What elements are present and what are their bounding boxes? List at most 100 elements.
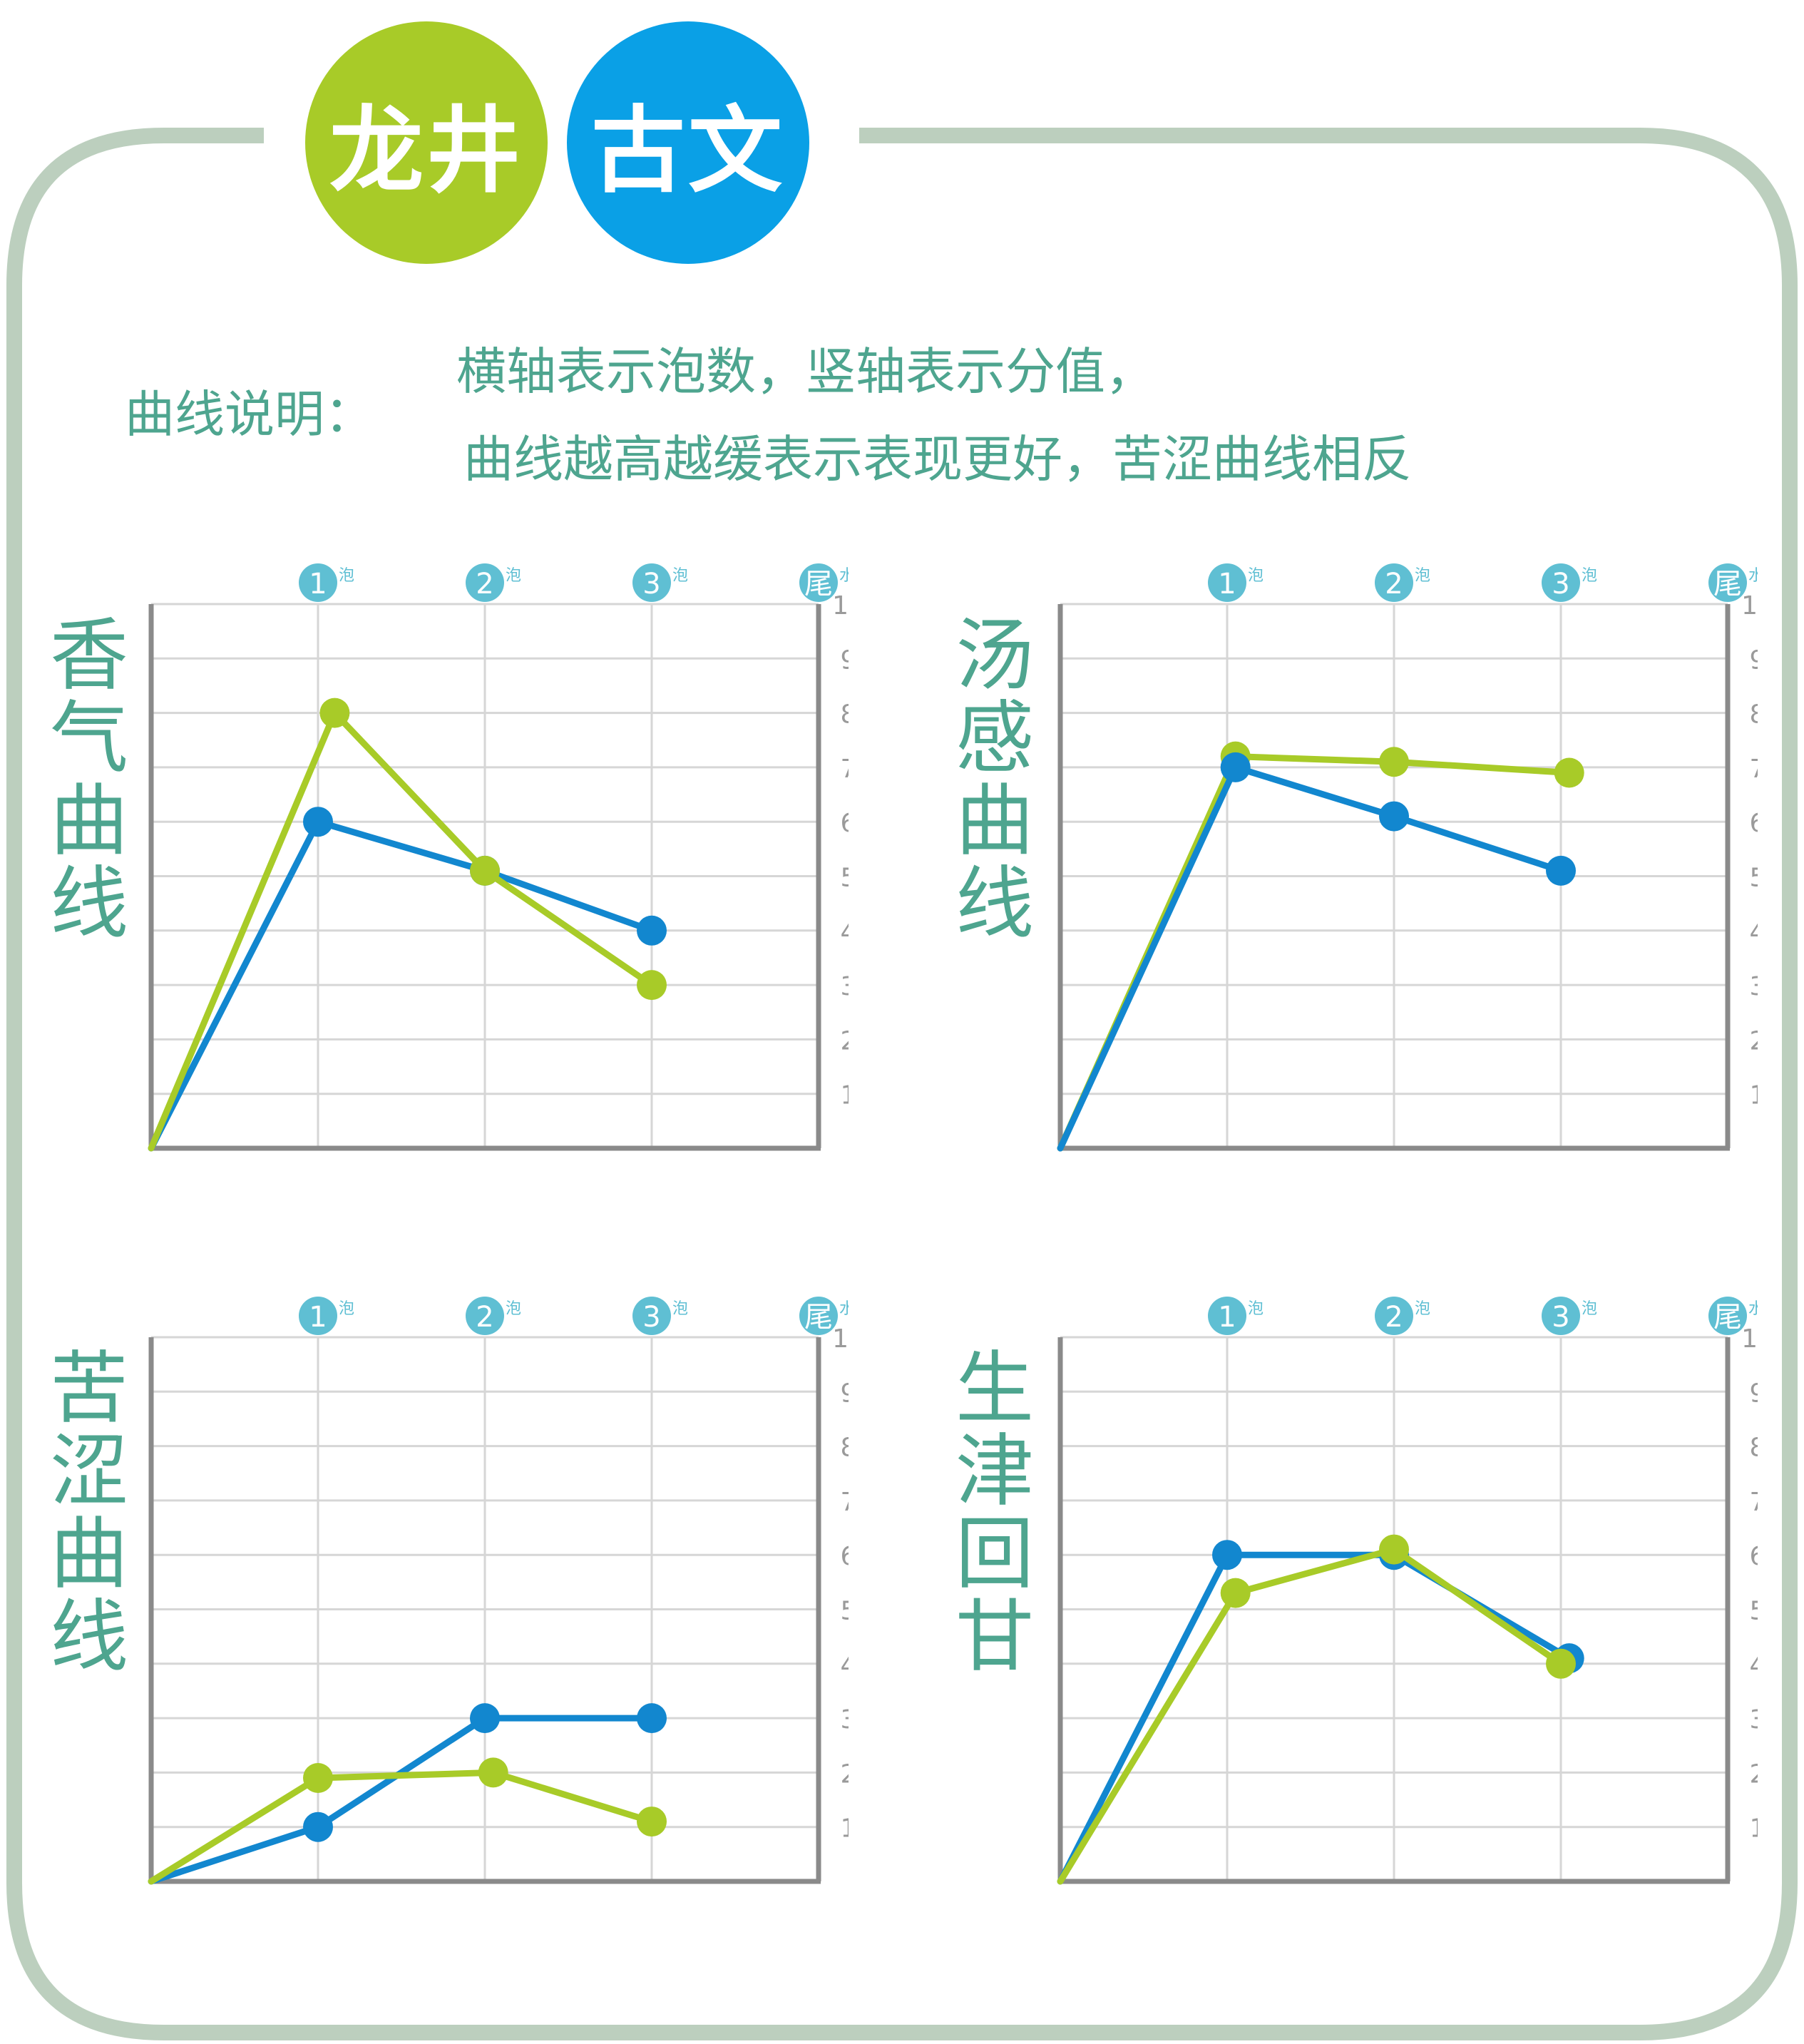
x-tick-suffix: 泡 xyxy=(672,1300,688,1318)
y-tick-label: 5 xyxy=(1750,1597,1758,1626)
y-tick-label: 8 xyxy=(1750,1434,1758,1463)
y-tick-label: 2 xyxy=(841,1026,849,1056)
x-tick-badge xyxy=(1208,563,1246,602)
legend-title: 曲线说明： xyxy=(125,385,374,444)
series-point xyxy=(1554,757,1584,788)
x-tick-suffix: 泡 xyxy=(1248,567,1264,585)
x-tick-badge xyxy=(1542,1297,1580,1335)
x-tick-label: 尾 xyxy=(1713,1301,1742,1334)
series-point xyxy=(303,1763,333,1794)
x-tick-suffix: 水 xyxy=(839,1300,849,1318)
x-tick-suffix: 水 xyxy=(1748,1300,1758,1318)
y-tick-label: 9 xyxy=(841,1379,849,1408)
x-tick-label: 2 xyxy=(476,1301,493,1334)
y-tick-label: 7 xyxy=(841,1488,849,1517)
x-tick-badge xyxy=(1708,563,1747,602)
x-tick-badge xyxy=(299,563,337,602)
chart-title-mouthfeel: 汤感曲线 xyxy=(942,613,1033,944)
x-tick-badge xyxy=(1375,1297,1413,1335)
x-tick-suffix: 水 xyxy=(1748,567,1758,585)
x-tick-label: 3 xyxy=(1552,568,1569,601)
x-tick-label: 尾 xyxy=(804,568,833,601)
series-point xyxy=(1212,1540,1242,1570)
badge-guwen: 古文 xyxy=(567,21,809,264)
x-tick-suffix: 泡 xyxy=(506,1300,521,1318)
series-point xyxy=(1379,1534,1409,1565)
x-tick-badge xyxy=(1375,563,1413,602)
y-tick-label: 8 xyxy=(1750,700,1758,730)
series-point xyxy=(637,1703,667,1734)
y-tick-label: 4 xyxy=(841,918,849,947)
x-tick-label: 1 xyxy=(309,568,327,601)
series-point xyxy=(303,1812,333,1842)
y-tick-label: 5 xyxy=(841,1597,849,1626)
x-tick-label: 2 xyxy=(1385,1301,1403,1334)
y-tick-label: 1 xyxy=(841,1814,849,1844)
chart-title-bitterness: 苦涩曲线 xyxy=(36,1347,128,1677)
series-point xyxy=(303,807,333,837)
y-tick-label: 5 xyxy=(1750,864,1758,893)
series-point xyxy=(319,697,350,728)
x-tick-badge xyxy=(299,1297,337,1335)
x-tick-suffix: 泡 xyxy=(339,567,354,585)
x-tick-label: 尾 xyxy=(1713,568,1742,601)
y-tick-label: 4 xyxy=(1750,1651,1758,1680)
y-tick-label: 4 xyxy=(1750,918,1758,947)
x-tick-suffix: 泡 xyxy=(672,567,688,585)
chart-aftertaste: 123456789101泡2泡3泡尾水 xyxy=(1057,1297,1758,1885)
x-tick-label: 1 xyxy=(1218,1301,1236,1334)
y-tick-label: 2 xyxy=(1750,1026,1758,1056)
x-tick-badge xyxy=(632,563,671,602)
legend-line-2: 曲线越高越缓表示表现更好，苦涩曲线相反 xyxy=(463,430,1412,489)
chart-aroma: 123456789101泡2泡3泡尾水 xyxy=(148,563,849,1152)
y-tick-label: 9 xyxy=(1750,645,1758,675)
x-tick-label: 1 xyxy=(1218,568,1236,601)
legend-line-1: 横轴表示泡数，竖轴表示分值， xyxy=(456,342,1155,401)
x-tick-label: 2 xyxy=(1385,568,1403,601)
y-tick-label: 2 xyxy=(841,1759,849,1789)
series-point xyxy=(637,1807,667,1837)
series-line xyxy=(1057,753,1573,1152)
series-point xyxy=(470,855,500,886)
series-line xyxy=(148,710,655,1152)
chart-bitterness: 123456789101泡2泡3泡尾水 xyxy=(148,1297,849,1885)
y-tick-label: 10 xyxy=(832,591,849,620)
y-tick-label: 7 xyxy=(841,755,849,784)
series-line xyxy=(148,818,655,1152)
x-tick-badge xyxy=(466,563,504,602)
y-tick-label: 6 xyxy=(841,1542,849,1571)
y-tick-label: 7 xyxy=(1750,1488,1758,1517)
series-point xyxy=(1546,855,1576,886)
y-tick-label: 6 xyxy=(1750,1542,1758,1571)
series-point xyxy=(478,1757,508,1788)
x-tick-label: 2 xyxy=(476,568,493,601)
x-tick-badge xyxy=(799,1297,838,1335)
series-line xyxy=(148,1769,655,1885)
x-tick-badge xyxy=(799,563,838,602)
x-tick-suffix: 水 xyxy=(839,567,849,585)
chart-title-aroma: 香气曲线 xyxy=(36,613,128,944)
x-tick-badge xyxy=(632,1297,671,1335)
y-tick-label: 3 xyxy=(841,1705,849,1734)
y-tick-label: 1 xyxy=(841,1081,849,1110)
y-tick-label: 4 xyxy=(841,1651,849,1680)
x-tick-suffix: 泡 xyxy=(1582,1300,1597,1318)
x-tick-suffix: 泡 xyxy=(506,567,521,585)
y-tick-label: 1 xyxy=(1750,1814,1758,1844)
y-tick-label: 6 xyxy=(1750,809,1758,838)
y-tick-label: 9 xyxy=(1750,1379,1758,1408)
y-tick-label: 8 xyxy=(841,1434,849,1463)
x-tick-suffix: 泡 xyxy=(1415,567,1430,585)
x-tick-suffix: 泡 xyxy=(1582,567,1597,585)
x-tick-label: 尾 xyxy=(804,1301,833,1334)
x-tick-label: 1 xyxy=(309,1301,327,1334)
y-tick-label: 10 xyxy=(1741,1324,1758,1354)
y-tick-label: 1 xyxy=(1750,1081,1758,1110)
badge-longjing: 龙井 xyxy=(305,21,548,264)
y-tick-label: 7 xyxy=(1750,755,1758,784)
y-tick-label: 10 xyxy=(832,1324,849,1354)
chart-title-aftertaste: 生津回甘 xyxy=(942,1347,1033,1677)
x-tick-badge xyxy=(466,1297,504,1335)
y-tick-label: 2 xyxy=(1750,1759,1758,1789)
